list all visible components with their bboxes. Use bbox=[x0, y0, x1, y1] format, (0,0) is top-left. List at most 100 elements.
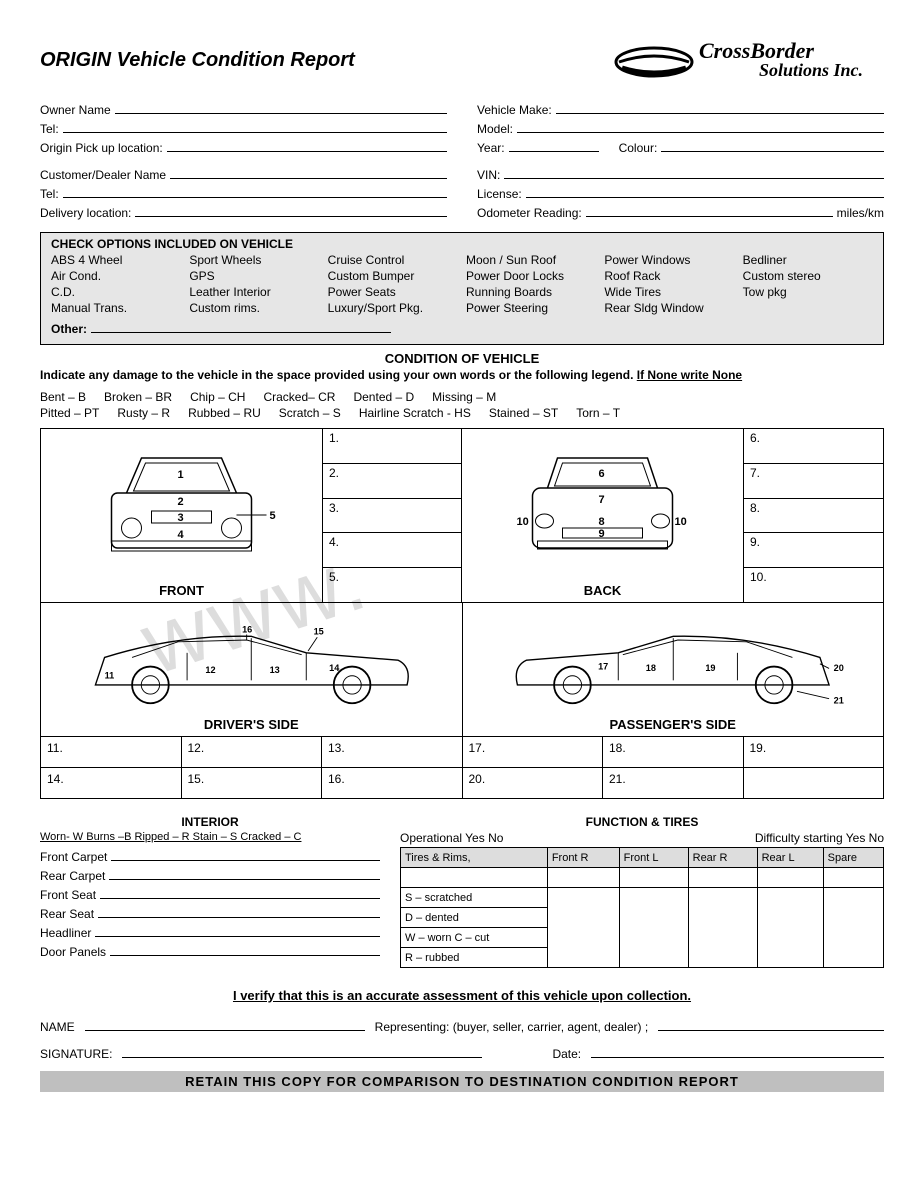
customer-dealer-label: Customer/Dealer Name bbox=[40, 168, 166, 182]
num-cell[interactable]: 2. bbox=[323, 464, 461, 499]
tel2-input[interactable] bbox=[63, 184, 447, 198]
cell-18[interactable]: 18. bbox=[603, 737, 744, 767]
num-cell[interactable]: 5. bbox=[323, 568, 461, 602]
interior-heading: INTERIOR bbox=[40, 815, 380, 829]
interior-input[interactable] bbox=[98, 904, 380, 918]
svg-text:16: 16 bbox=[242, 625, 252, 635]
date-input[interactable] bbox=[591, 1044, 884, 1058]
car-back-icon: 6 7 8 9 10 10 bbox=[466, 433, 739, 583]
cell-16[interactable]: 16. bbox=[322, 768, 462, 798]
option-item: Power Door Locks bbox=[466, 269, 596, 283]
verify-statement: I verify that this is an accurate assess… bbox=[40, 988, 884, 1003]
num-cell[interactable]: 7. bbox=[744, 464, 883, 499]
options-title: CHECK OPTIONS INCLUDED ON VEHICLE bbox=[51, 237, 873, 251]
delivery-loc-input[interactable] bbox=[135, 203, 447, 217]
num-cell[interactable]: 9. bbox=[744, 533, 883, 568]
options-other-label: Other: bbox=[51, 322, 87, 336]
license-input[interactable] bbox=[526, 184, 884, 198]
cell-14[interactable]: 14. bbox=[41, 768, 182, 798]
option-item: Wide Tires bbox=[604, 285, 734, 299]
customer-dealer-input[interactable] bbox=[170, 165, 447, 179]
car-passenger-side-icon: 17 18 19 20 21 bbox=[467, 607, 880, 717]
delivery-loc-label: Delivery location: bbox=[40, 206, 131, 220]
num-cell[interactable]: 10. bbox=[744, 568, 883, 602]
make-input[interactable] bbox=[556, 100, 884, 114]
year-input[interactable] bbox=[509, 138, 599, 152]
name-input[interactable] bbox=[85, 1017, 365, 1031]
svg-text:19: 19 bbox=[705, 663, 715, 673]
tire-table: Tires & Rims,Front RFront LRear RRear LS… bbox=[400, 847, 884, 968]
passenger-label: PASSENGER'S SIDE bbox=[610, 717, 736, 732]
num-cell[interactable]: 6. bbox=[744, 429, 883, 464]
driver-label: DRIVER'S SIDE bbox=[204, 717, 299, 732]
svg-text:11: 11 bbox=[105, 671, 115, 681]
odometer-label: Odometer Reading: bbox=[477, 206, 582, 220]
name-label: NAME bbox=[40, 1020, 75, 1034]
cell-11[interactable]: 11. bbox=[41, 737, 182, 767]
option-item: Cruise Control bbox=[328, 253, 458, 267]
tel1-label: Tel: bbox=[40, 122, 59, 136]
option-item: Power Windows bbox=[604, 253, 734, 267]
option-item: Power Steering bbox=[466, 301, 596, 315]
cell-17[interactable]: 17. bbox=[463, 737, 604, 767]
option-item: Custom stereo bbox=[743, 269, 873, 283]
license-label: License: bbox=[477, 187, 522, 201]
legend-row-2: Pitted – PTRusty – RRubbed – RUScratch –… bbox=[40, 406, 884, 420]
svg-text:3: 3 bbox=[178, 512, 184, 524]
origin-pickup-input[interactable] bbox=[167, 138, 447, 152]
svg-text:7: 7 bbox=[599, 494, 605, 506]
make-label: Vehicle Make: bbox=[477, 103, 552, 117]
car-driver-side-icon: 11 12 13 14 15 16 bbox=[45, 607, 458, 717]
num-cell[interactable]: 4. bbox=[323, 533, 461, 568]
num-cell[interactable]: 1. bbox=[323, 429, 461, 464]
bottom-right-col: 17. 18. 19. 20. 21. bbox=[463, 737, 884, 798]
interior-input[interactable] bbox=[95, 923, 380, 937]
back-label: BACK bbox=[584, 583, 622, 598]
cell-15[interactable]: 15. bbox=[182, 768, 323, 798]
option-item bbox=[743, 301, 873, 315]
cell-12[interactable]: 12. bbox=[182, 737, 323, 767]
option-item: Moon / Sun Roof bbox=[466, 253, 596, 267]
svg-text:14: 14 bbox=[329, 663, 340, 673]
option-item: Power Seats bbox=[328, 285, 458, 299]
colour-label: Colour: bbox=[619, 141, 658, 155]
option-item: Leather Interior bbox=[189, 285, 319, 299]
cell-20[interactable]: 20. bbox=[463, 768, 604, 798]
representing-input[interactable] bbox=[658, 1017, 884, 1031]
option-item: Rear Sldg Window bbox=[604, 301, 734, 315]
company-logo: CrossBorder Solutions Inc. bbox=[604, 30, 884, 90]
signature-label: SIGNATURE: bbox=[40, 1047, 112, 1061]
cell-19[interactable]: 19. bbox=[744, 737, 884, 767]
info-block-1: Owner Name Tel: Origin Pick up location:… bbox=[40, 100, 884, 157]
options-box: CHECK OPTIONS INCLUDED ON VEHICLE ABS 4 … bbox=[40, 232, 884, 345]
year-label: Year: bbox=[477, 141, 505, 155]
option-item: Roof Rack bbox=[604, 269, 734, 283]
option-item: Running Boards bbox=[466, 285, 596, 299]
option-item: Custom rims. bbox=[189, 301, 319, 315]
interior-input[interactable] bbox=[109, 866, 380, 880]
odometer-input[interactable] bbox=[586, 203, 833, 217]
option-item: Manual Trans. bbox=[51, 301, 181, 315]
vin-input[interactable] bbox=[504, 165, 884, 179]
option-item: ABS 4 Wheel bbox=[51, 253, 181, 267]
options-other-input[interactable] bbox=[91, 319, 391, 333]
interior-input[interactable] bbox=[110, 942, 380, 956]
tel2-label: Tel: bbox=[40, 187, 59, 201]
num-cell[interactable]: 8. bbox=[744, 499, 883, 534]
tel1-input[interactable] bbox=[63, 119, 447, 133]
date-label: Date: bbox=[552, 1047, 581, 1061]
condition-instruction: Indicate any damage to the vehicle in th… bbox=[40, 368, 884, 382]
svg-text:10: 10 bbox=[517, 516, 529, 528]
cell-21[interactable]: 21. bbox=[603, 768, 744, 798]
colour-input[interactable] bbox=[661, 138, 884, 152]
owner-name-input[interactable] bbox=[115, 100, 447, 114]
svg-text:4: 4 bbox=[178, 529, 185, 541]
num-cell[interactable]: 3. bbox=[323, 499, 461, 534]
interior-input[interactable] bbox=[100, 885, 380, 899]
interior-input[interactable] bbox=[111, 847, 380, 861]
option-item: Luxury/Sport Pkg. bbox=[328, 301, 458, 315]
signature-input[interactable] bbox=[122, 1044, 482, 1058]
model-input[interactable] bbox=[517, 119, 884, 133]
cell-13[interactable]: 13. bbox=[322, 737, 462, 767]
model-label: Model: bbox=[477, 122, 513, 136]
